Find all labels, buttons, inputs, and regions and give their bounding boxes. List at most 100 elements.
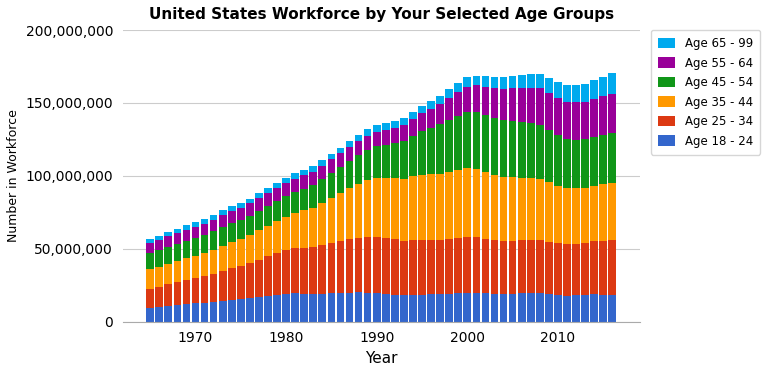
Bar [482,239,489,293]
Bar [445,89,453,98]
Bar [264,206,272,226]
Bar [291,248,299,293]
Bar [372,293,381,322]
Bar [391,121,399,128]
Bar [572,188,580,244]
Bar [237,220,245,239]
Bar [228,242,236,268]
Bar [228,300,236,322]
Bar [508,294,516,322]
Bar [463,112,471,168]
Bar [147,269,154,289]
Bar [300,248,308,294]
Bar [364,292,372,322]
Bar [608,73,616,94]
Bar [273,188,281,201]
Bar [319,203,326,245]
Bar [246,298,253,322]
Bar [518,178,525,240]
Bar [364,136,372,150]
Bar [472,113,480,169]
Bar [283,183,290,196]
Bar [174,305,181,322]
Bar [164,285,172,306]
Bar [219,210,227,215]
Bar [599,184,607,241]
Bar [310,247,317,294]
Bar [264,256,272,296]
Bar [455,170,462,238]
Bar [463,237,471,293]
Title: United States Workforce by Your Selected Age Groups: United States Workforce by Your Selected… [149,7,614,22]
Bar [291,179,299,192]
Bar [581,242,589,295]
Bar [164,247,172,264]
Bar [155,307,163,322]
Bar [599,295,607,322]
Bar [246,203,253,216]
Bar [183,225,190,230]
Bar [336,148,344,153]
Bar [608,133,616,183]
Bar [328,154,336,159]
Bar [563,188,571,244]
Bar [174,233,181,244]
Bar [491,240,498,294]
Bar [382,130,389,145]
Bar [346,141,353,147]
Bar [336,153,344,167]
Bar [372,237,381,293]
Bar [346,292,353,322]
Bar [300,189,308,210]
Bar [472,85,480,113]
Bar [536,125,544,179]
Bar [255,260,263,297]
Bar [482,76,489,87]
Bar [427,128,435,174]
Bar [164,264,172,285]
Bar [346,162,353,188]
Bar [463,77,471,87]
Bar [572,85,580,102]
Bar [319,166,326,179]
Bar [536,179,544,240]
Bar [391,239,399,295]
Bar [174,261,181,282]
Bar [336,167,344,193]
Bar [283,178,290,183]
Bar [427,240,435,294]
Bar [300,170,308,175]
Bar [563,244,571,295]
Bar [427,174,435,240]
Bar [518,122,525,178]
Bar [210,250,217,274]
Bar [455,83,462,92]
Bar [319,179,326,203]
Bar [491,294,498,322]
Bar [608,295,616,322]
Bar [228,223,236,242]
Bar [608,240,616,295]
Bar [246,216,253,235]
Bar [346,239,353,292]
Bar [155,267,163,287]
Bar [183,258,190,280]
Bar [463,293,471,322]
Bar [147,243,154,253]
Bar [319,245,326,294]
Bar [418,106,426,113]
Bar [591,137,598,186]
Bar [545,129,553,182]
Bar [219,215,227,227]
Bar [400,179,408,241]
Bar [482,172,489,239]
Bar [364,237,372,292]
Bar [599,96,607,135]
Bar [436,104,444,124]
Bar [346,147,353,162]
Bar [527,123,535,178]
Bar [319,160,326,166]
Bar [545,93,553,129]
Bar [391,143,399,178]
Bar [283,217,290,250]
